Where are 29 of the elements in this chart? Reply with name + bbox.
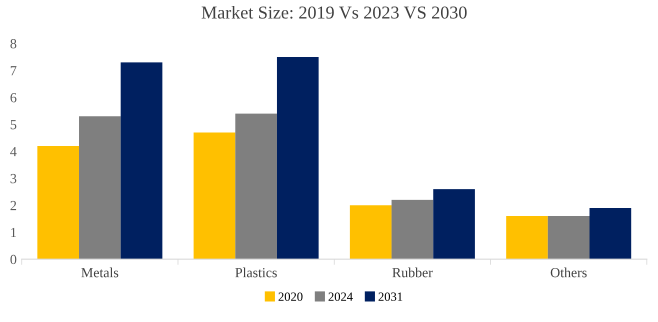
- legend-label: 2020: [278, 292, 303, 301]
- bar: [433, 189, 475, 260]
- bar: [79, 116, 121, 260]
- y-tick-label: 2: [10, 200, 16, 210]
- bar: [235, 114, 277, 260]
- bar: [350, 205, 392, 260]
- bar: [276, 56, 319, 260]
- x-tick-label: Metals: [81, 268, 118, 278]
- bar: [548, 216, 590, 260]
- bar: [590, 208, 632, 260]
- y-tick-label: 5: [10, 120, 16, 130]
- legend-label: 2031: [378, 292, 402, 301]
- y-tick-label: 1: [11, 228, 16, 238]
- x-tick-label: Rubber: [392, 268, 433, 278]
- bar: [392, 200, 434, 260]
- legend-label: 2024: [328, 292, 353, 301]
- y-tick-label: 6: [10, 93, 16, 102]
- bar: [194, 132, 236, 260]
- y-tick-label: 4: [10, 147, 17, 156]
- x-tick-label: Others: [550, 268, 587, 278]
- y-tick-label: 8: [10, 39, 16, 48]
- y-tick-label: 7: [10, 66, 16, 76]
- bar: [506, 216, 548, 260]
- y-tick-label: 0: [10, 254, 16, 264]
- x-tick-label: Plastics: [235, 268, 277, 278]
- chart-title: Market Size: 2019 Vs 2023 VS 2030: [202, 6, 467, 19]
- bar: [37, 146, 80, 260]
- bar: [120, 62, 162, 260]
- y-tick-label: 3: [10, 174, 16, 184]
